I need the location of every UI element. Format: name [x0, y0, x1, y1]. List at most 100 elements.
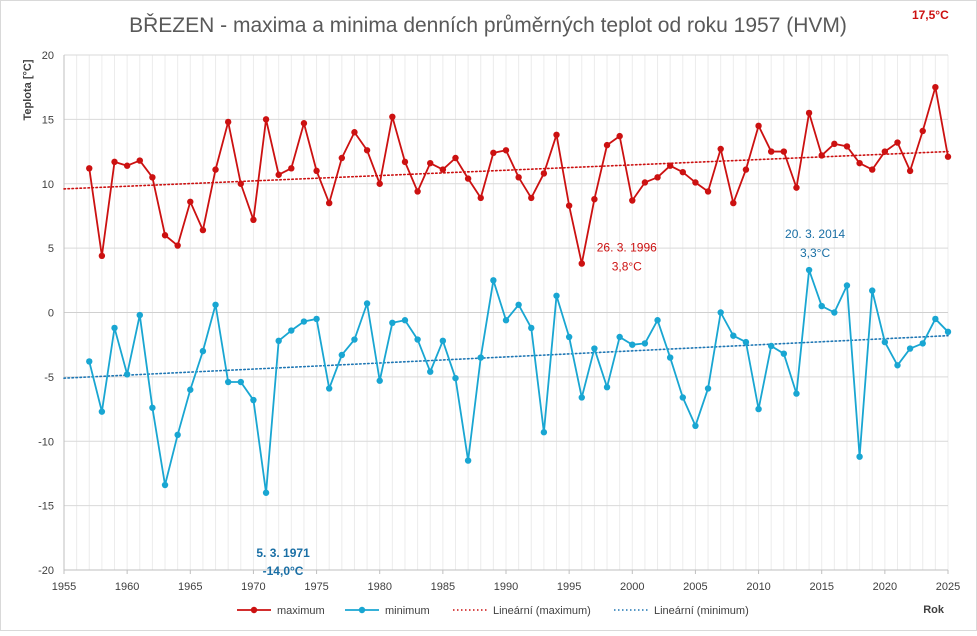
data-point-maximum	[755, 122, 762, 130]
data-point-maximum	[793, 184, 800, 191]
y-tick-label: 5	[48, 243, 54, 255]
annotation-date: 26. 3. 1996	[597, 241, 657, 255]
data-point-minimum	[831, 309, 838, 316]
data-point-minimum	[401, 317, 409, 324]
data-point-maximum	[894, 139, 901, 146]
data-point-minimum	[376, 377, 383, 384]
data-point-maximum	[629, 197, 636, 204]
data-point-minimum	[528, 324, 535, 332]
x-tick-label: 1955	[52, 581, 76, 593]
data-point-maximum	[98, 252, 106, 260]
data-point-maximum	[528, 194, 535, 202]
data-point-maximum	[578, 260, 585, 267]
annotation-value: -14,0°C	[263, 564, 304, 578]
x-tick-label: 1980	[367, 581, 391, 593]
data-point-maximum	[565, 202, 573, 209]
data-point-minimum	[351, 336, 358, 343]
data-point-minimum	[477, 354, 484, 361]
data-point-maximum	[881, 148, 889, 155]
data-point-maximum	[414, 188, 421, 195]
data-point-maximum	[363, 147, 371, 154]
data-point-minimum	[149, 404, 156, 411]
data-point-maximum	[199, 226, 207, 234]
annotation-value: 17,5°C	[912, 8, 949, 22]
annotation-label: 20. 3. 2014 3,3°C	[785, 227, 845, 260]
data-point-minimum	[894, 362, 901, 369]
data-point-maximum	[805, 109, 813, 117]
data-point-minimum	[224, 378, 232, 386]
data-point-minimum	[111, 324, 118, 332]
legend-marker	[250, 606, 258, 614]
x-tick-label: 1970	[241, 581, 265, 593]
data-point-minimum	[603, 383, 611, 391]
data-point-maximum	[86, 165, 93, 172]
data-point-maximum	[389, 113, 396, 121]
data-point-maximum	[161, 232, 169, 239]
data-point-minimum	[439, 337, 447, 345]
legend-label: minimum	[385, 605, 430, 617]
data-point-maximum	[692, 179, 699, 186]
data-point-maximum	[932, 83, 939, 91]
data-point-maximum	[187, 198, 194, 205]
y-tick-label: -10	[38, 436, 54, 448]
data-point-maximum	[679, 168, 686, 176]
legend-item-2: minimum	[345, 605, 430, 617]
legend-label: maximum	[277, 605, 325, 617]
data-point-minimum	[553, 292, 560, 299]
data-point-maximum	[856, 159, 863, 167]
data-point-minimum	[730, 332, 737, 339]
annotation-date: 5. 3. 1971	[256, 546, 310, 560]
data-point-maximum	[275, 171, 282, 178]
data-point-minimum	[338, 351, 346, 359]
data-point-maximum	[641, 179, 649, 186]
data-point-minimum	[363, 300, 371, 307]
data-point-minimum	[919, 340, 926, 347]
data-point-maximum	[717, 145, 724, 153]
data-point-minimum	[174, 431, 181, 439]
data-point-maximum	[351, 129, 358, 136]
data-point-minimum	[704, 385, 712, 392]
data-point-maximum	[818, 152, 825, 159]
data-point-minimum	[490, 277, 497, 284]
data-point-minimum	[906, 345, 914, 352]
legend-marker	[358, 606, 366, 614]
data-point-minimum	[692, 422, 699, 429]
data-point-maximum	[224, 118, 232, 126]
annotation-label: 31. 3. 2024 17,5°C	[900, 0, 960, 22]
annotation-label: 26. 3. 1996 3,8°C	[597, 241, 657, 274]
data-point-maximum	[502, 147, 510, 154]
data-point-maximum	[768, 148, 775, 155]
data-point-maximum	[288, 165, 295, 172]
data-point-minimum	[389, 319, 396, 326]
data-point-minimum	[793, 390, 800, 397]
data-point-maximum	[427, 159, 434, 167]
x-tick-label: 2000	[620, 581, 644, 593]
x-tick-label: 1965	[178, 581, 202, 593]
data-point-maximum	[869, 166, 876, 173]
legend-item-4: Lineární (minimum)	[614, 605, 749, 617]
legend-item-3: Lineární (maximum)	[453, 605, 591, 617]
data-point-maximum	[730, 199, 737, 207]
y-tick-label: 10	[42, 179, 54, 191]
y-axis-label: Teplota [°C]	[22, 59, 34, 120]
data-point-minimum	[805, 266, 813, 274]
data-point-maximum	[149, 174, 156, 181]
data-point-minimum	[780, 350, 788, 357]
data-point-minimum	[427, 368, 434, 375]
y-tick-label: -5	[44, 372, 54, 384]
data-point-maximum	[944, 153, 952, 160]
trendline-minimum	[63, 334, 949, 379]
data-point-minimum	[262, 489, 270, 496]
data-point-minimum	[641, 340, 649, 347]
data-point-minimum	[768, 342, 775, 350]
data-point-minimum	[654, 317, 661, 324]
annotation-label: 5. 3. 1971 -14,0°C	[256, 546, 310, 578]
data-point-minimum	[250, 396, 257, 404]
data-point-maximum	[591, 196, 598, 203]
data-point-maximum	[237, 180, 244, 187]
x-tick-label: 1985	[431, 581, 455, 593]
data-point-minimum	[464, 457, 472, 464]
data-point-maximum	[553, 131, 560, 139]
data-point-minimum	[944, 328, 952, 336]
data-point-minimum	[515, 301, 522, 308]
